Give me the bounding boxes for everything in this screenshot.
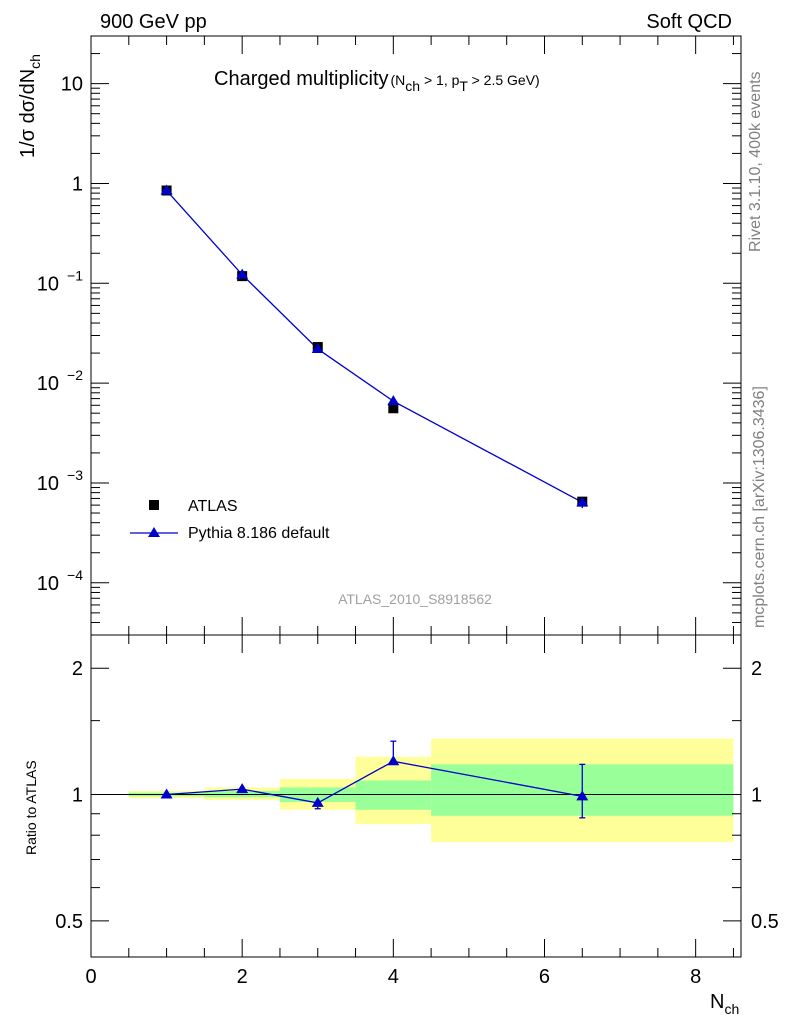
main-frame: [90, 35, 742, 636]
x-axis-label-prefix: N: [710, 991, 724, 1013]
legend: ATLAS Pythia 8.186 default: [130, 498, 330, 542]
ratio-bands: [91, 738, 741, 843]
main-y-tick-exponent: −3: [67, 467, 83, 483]
mc-point: [236, 268, 249, 279]
legend-mc-label: Pythia 8.186 default: [188, 525, 330, 542]
ratio-y-tick-label-right: 1: [751, 785, 762, 807]
x-tick-label: 4: [388, 966, 399, 988]
x-tick-label: 2: [237, 966, 248, 988]
main-y-tick-label: 10: [37, 273, 59, 295]
header-left: 900 GeV pp: [100, 11, 207, 33]
ratio-y-tick-label: 1: [72, 785, 83, 807]
mcplots-label: mcplots.cern.ch [arXiv:1306.3436]: [751, 386, 768, 628]
atlas-point: [388, 403, 399, 414]
main-y-tick-exponent: −4: [67, 567, 83, 583]
x-tick-label: 0: [85, 966, 96, 988]
ratio-point: [160, 788, 173, 799]
main-y-label-sub: ch: [27, 54, 43, 69]
main-panel: 10 −4 10 −3 10 −2 10 −1 1 10 Charged multiplicity…: [17, 35, 742, 636]
mc-point: [387, 395, 400, 406]
main-y-tick-label: 10: [37, 473, 59, 495]
ratio-frame: [90, 634, 742, 958]
main-title-sub-mid: > 1, p: [420, 72, 460, 88]
main-y-tick-label: 10: [37, 573, 59, 595]
main-y-tick-label: 10: [37, 373, 59, 395]
ratio-y-tick-label: 2: [72, 658, 83, 680]
rivet-label: Rivet 3.1.10, 400k events: [747, 71, 764, 252]
mc-series-line: [166, 190, 583, 503]
main-title-sub-ch: ch: [405, 78, 420, 94]
ratio-y-label: Ratio to ATLAS: [23, 760, 39, 855]
ratio-band-inner: [355, 780, 432, 810]
main-plot-area: [160, 184, 589, 509]
ratio-point: [236, 783, 249, 794]
ratio-point: [576, 790, 589, 801]
main-title: Charged multiplicity (Nch > 1, pT > 2.5 G…: [214, 68, 540, 94]
main-y-label: 1/σ dσ/dNch: [17, 54, 43, 158]
ratio-y-tick-label: 0.5: [55, 911, 83, 933]
main-title-sub-t: T: [459, 78, 468, 94]
mc-point: [311, 342, 324, 353]
ratio-axes: 0.5 0.5 1 1 2 2 0 2 4 6 8: [55, 635, 779, 988]
x-tick-label: 8: [690, 966, 701, 988]
legend-atlas-label: ATLAS: [188, 498, 238, 515]
ratio-point: [387, 755, 400, 766]
main-title-sub-close: > 2.5 GeV): [468, 72, 540, 88]
mc-point: [160, 184, 173, 195]
analysis-tag: ATLAS_2010_S8918562: [338, 591, 492, 607]
main-y-tick-exponent: −1: [67, 267, 83, 283]
main-title-sub-open: (N: [391, 72, 406, 88]
ratio-y-tick-label-right: 0.5: [751, 911, 779, 933]
ratio-point: [311, 796, 324, 807]
ratio-plot-area: [160, 740, 589, 819]
main-title-text: Charged multiplicity: [214, 68, 389, 90]
main-y-label-prefix: 1/σ dσ/dN: [17, 69, 39, 158]
ratio-panel: 0.5 0.5 1 1 2 2 0 2 4 6 8 Ratio to ATLAS Nch: [23, 634, 779, 1017]
main-y-tick-label: 10: [61, 74, 83, 96]
ratio-y-tick-label-right: 2: [751, 658, 762, 680]
main-y-tick-exponent: −2: [67, 367, 83, 383]
header-right: Soft QCD: [646, 11, 732, 33]
legend-mc-marker: [148, 527, 160, 537]
x-tick-label: 6: [539, 966, 550, 988]
legend-atlas-marker: [149, 500, 159, 510]
mc-point: [576, 496, 589, 507]
x-axis-label-sub: ch: [724, 1001, 739, 1017]
main-axes: 10 −4 10 −3 10 −2 10 −1 1 10: [37, 35, 741, 636]
main-y-tick-label: 1: [72, 173, 83, 195]
x-axis-label: Nch: [710, 991, 739, 1017]
